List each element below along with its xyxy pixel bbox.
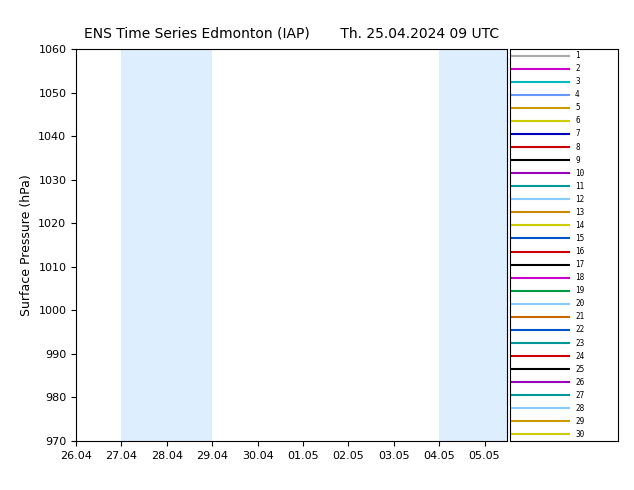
Text: 21: 21 bbox=[575, 312, 585, 321]
Text: 3: 3 bbox=[575, 77, 579, 86]
Text: 17: 17 bbox=[575, 260, 585, 269]
Text: 8: 8 bbox=[575, 143, 579, 151]
Text: 6: 6 bbox=[575, 116, 579, 125]
Text: 18: 18 bbox=[575, 273, 585, 282]
Text: 30: 30 bbox=[575, 430, 585, 439]
Text: 9: 9 bbox=[575, 155, 579, 165]
Text: 20: 20 bbox=[575, 299, 585, 308]
Bar bbox=[439, 49, 484, 441]
Text: 25: 25 bbox=[575, 365, 585, 374]
Text: 2: 2 bbox=[575, 64, 579, 73]
Text: 7: 7 bbox=[575, 129, 579, 139]
Text: 13: 13 bbox=[575, 208, 585, 217]
Text: 22: 22 bbox=[575, 325, 585, 335]
Text: 28: 28 bbox=[575, 404, 585, 413]
Bar bbox=[484, 49, 507, 441]
Text: 27: 27 bbox=[575, 391, 585, 400]
Text: 24: 24 bbox=[575, 351, 585, 361]
Text: 26: 26 bbox=[575, 378, 585, 387]
Bar bbox=[167, 49, 212, 441]
Text: 29: 29 bbox=[575, 417, 585, 426]
Text: 15: 15 bbox=[575, 234, 585, 243]
Text: 23: 23 bbox=[575, 339, 585, 347]
Text: 5: 5 bbox=[575, 103, 579, 112]
Text: 10: 10 bbox=[575, 169, 585, 178]
Y-axis label: Surface Pressure (hPa): Surface Pressure (hPa) bbox=[20, 174, 33, 316]
Bar bbox=[122, 49, 167, 441]
Text: 12: 12 bbox=[575, 195, 585, 204]
Text: 14: 14 bbox=[575, 221, 585, 230]
Text: 4: 4 bbox=[575, 90, 579, 99]
Text: 1: 1 bbox=[575, 51, 579, 60]
Text: 11: 11 bbox=[575, 182, 585, 191]
Text: 19: 19 bbox=[575, 286, 585, 295]
Text: 16: 16 bbox=[575, 247, 585, 256]
Title: ENS Time Series Edmonton (IAP)       Th. 25.04.2024 09 UTC: ENS Time Series Edmonton (IAP) Th. 25.04… bbox=[84, 27, 499, 41]
